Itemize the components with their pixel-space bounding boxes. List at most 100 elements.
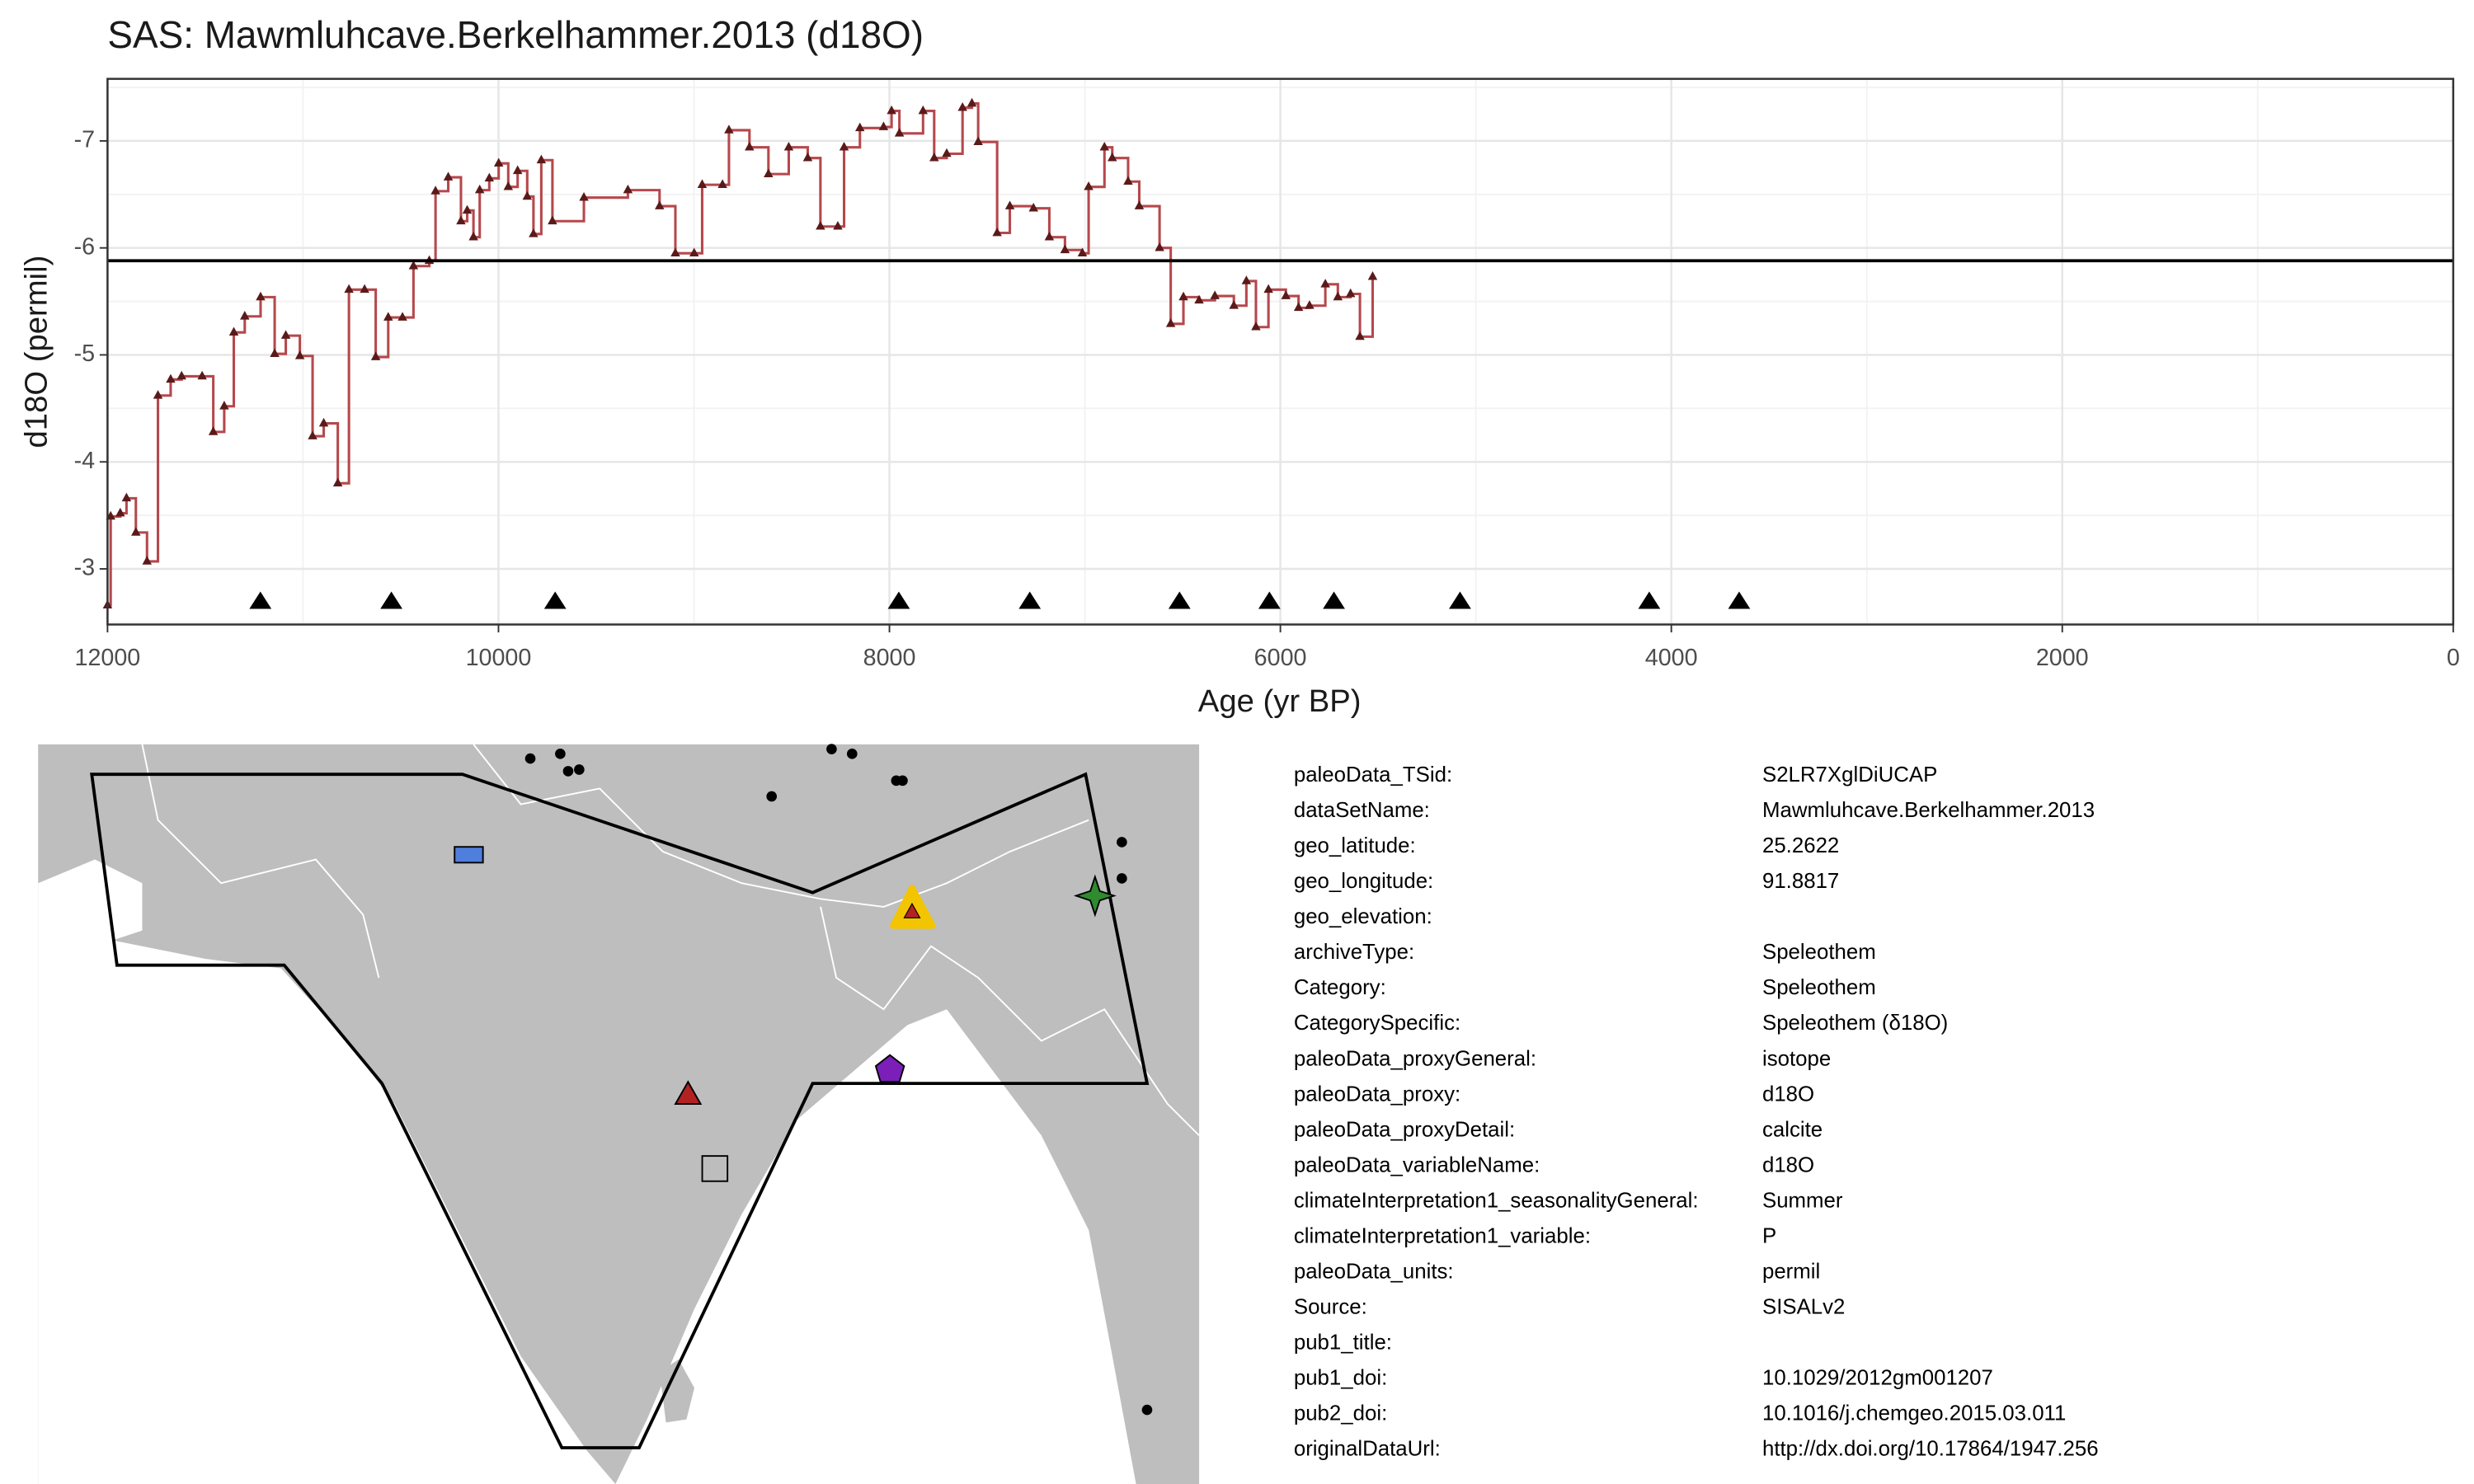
data-point [240, 311, 250, 320]
age-marker [249, 591, 272, 609]
sea [38, 859, 143, 946]
site [574, 764, 585, 775]
table-value: Mawmluhcave.Berkelhammer.2013 [1762, 799, 2095, 822]
data-point [745, 142, 755, 151]
data-point [270, 348, 280, 357]
table-key: originalDataUrl: [1294, 1438, 1441, 1461]
data-point [973, 136, 983, 146]
table-key: Category: [1294, 976, 1386, 999]
x-axis-label: Age (yr BP) [1198, 683, 1362, 719]
table-key: pub2_doi: [1294, 1402, 1387, 1425]
x-tick-label: 8000 [863, 645, 916, 671]
data-point [430, 186, 440, 195]
site-marker [903, 902, 921, 918]
age-marker [1449, 591, 1471, 609]
data-point [878, 121, 889, 130]
site [846, 749, 858, 759]
data-point [548, 215, 557, 225]
data-point [764, 168, 774, 177]
table-value: Speleothem [1762, 941, 1876, 964]
data-point [1044, 232, 1055, 241]
data-point [992, 227, 1002, 237]
data-point [816, 221, 825, 230]
table-value: 10.1016/j.chemgeo.2015.03.011 [1762, 1402, 2066, 1425]
border [820, 906, 1200, 1136]
data-point [1155, 242, 1164, 251]
data-point [689, 247, 699, 257]
age-marker [1168, 591, 1191, 609]
data-point [197, 370, 207, 380]
data-point [370, 351, 381, 360]
table-key: geo_elevation: [1294, 905, 1432, 928]
site [897, 775, 908, 787]
age-marker [887, 591, 910, 609]
table-value: Summer [1762, 1189, 1843, 1212]
y-tick-label: -5 [74, 340, 96, 367]
data-point [1123, 176, 1133, 186]
data-point [1060, 244, 1070, 254]
data-point [833, 221, 843, 230]
site-marker [1073, 874, 1117, 918]
site [1117, 837, 1127, 848]
data-point [131, 527, 141, 536]
data-point [529, 228, 539, 237]
data-point [256, 291, 266, 301]
data-point [894, 128, 905, 137]
data-point [957, 101, 967, 111]
x-tick-label: 6000 [1254, 645, 1307, 671]
data-point [142, 556, 153, 565]
data-point [1345, 288, 1356, 298]
data-point [166, 373, 176, 383]
data-point [1281, 290, 1291, 299]
data-point [1251, 322, 1261, 331]
data-point [1028, 202, 1038, 212]
table-key: dataSetName: [1294, 799, 1430, 822]
data-point [228, 326, 239, 336]
table-value: calcite [1762, 1118, 1823, 1141]
data-point [839, 142, 849, 151]
table-value: Speleothem [1762, 976, 1876, 999]
table-value: d18O [1762, 1082, 1814, 1106]
data-point [929, 152, 939, 162]
site-marker [874, 1054, 905, 1083]
site-marker [454, 846, 484, 864]
data-point [1320, 279, 1330, 288]
data-point [468, 232, 478, 241]
y-tick-label: -4 [74, 448, 96, 474]
data-point [1004, 200, 1015, 209]
data-point [918, 105, 929, 115]
table-value: S2LR7XglDiUCAP [1762, 763, 1937, 787]
chart-title: SAS: Mawmluhcave.Berkelhammer.2013 (d18O… [107, 13, 924, 56]
age-marker [380, 591, 402, 609]
island [659, 1359, 694, 1423]
data-point [332, 477, 343, 487]
data-point [802, 152, 813, 162]
data-point [1229, 300, 1239, 309]
table-key: climateInterpretation1_seasonalityGenera… [1294, 1189, 1699, 1212]
data-point [1305, 300, 1315, 309]
sea [38, 940, 616, 1484]
data-point [308, 430, 317, 439]
data-point [1194, 294, 1204, 304]
data-point [942, 148, 952, 157]
data-point [176, 370, 186, 380]
y-tick-label: -7 [74, 126, 96, 153]
site [766, 791, 778, 802]
x-tick-label: 4000 [1645, 645, 1698, 671]
table-value: 10.1029/2012gm001207 [1762, 1367, 1993, 1390]
sea [615, 1009, 1136, 1484]
data-point [623, 184, 633, 194]
data-point [474, 184, 485, 194]
x-tick-label: 0 [2447, 645, 2460, 671]
data-point [536, 154, 547, 164]
data-point [522, 190, 533, 200]
table-value: isotope [1762, 1047, 1831, 1070]
data-point [1099, 142, 1110, 151]
data-point [208, 426, 219, 435]
table-value: 91.8817 [1762, 870, 1839, 893]
data-point [462, 204, 473, 214]
metadata-table: paleoData_TSid: S2LR7XglDiUCAP dataSetName… [1294, 763, 2099, 1461]
table-key: CategorySpecific: [1294, 1012, 1460, 1035]
